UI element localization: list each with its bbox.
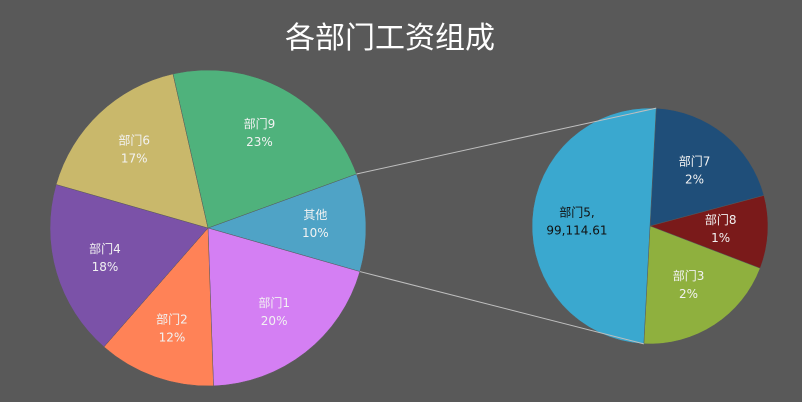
- slice-label: 部门9: [244, 116, 276, 131]
- slice-label: 部门4: [89, 241, 121, 256]
- chart-title: 各部门工资组成: [285, 21, 495, 56]
- slice-value-label: 2%: [679, 287, 698, 301]
- slice-value-label: 17%: [121, 151, 148, 165]
- slice-label: 部门2: [156, 312, 188, 327]
- slice-amount-label: 99,114.61: [546, 224, 607, 238]
- slice-label: 部门8: [705, 212, 737, 227]
- slice-label: 部门6: [118, 132, 150, 147]
- pie-slice: [207, 173, 367, 272]
- sub-pie-slice: [649, 107, 765, 227]
- pie-slice: [172, 69, 357, 229]
- connector-line: [356, 107, 657, 175]
- pie-slice: [49, 184, 209, 348]
- pie-slice: [103, 227, 214, 387]
- slice-value-label: 1%: [711, 231, 730, 245]
- slice-value-label: 2%: [685, 172, 704, 186]
- pie-slice: [207, 227, 361, 387]
- slice-value-label: 18%: [92, 260, 119, 274]
- slice-label: 部门3: [673, 268, 705, 283]
- slice-value-label: 20%: [261, 314, 288, 328]
- slice-value-label: 12%: [159, 331, 186, 345]
- slice-value-label: 23%: [246, 135, 273, 149]
- sub-pie-slice: [643, 225, 761, 345]
- slice-label: 部门7: [679, 153, 711, 168]
- sub-pie-slice: [532, 107, 657, 345]
- slice-value-label: 10%: [302, 226, 329, 240]
- slice-label: 部门1: [258, 295, 290, 310]
- slice-label: 部门5,: [559, 205, 594, 220]
- connector-line: [359, 271, 644, 345]
- slice-label: 其他: [303, 208, 327, 222]
- sub-pie-slice: [649, 195, 769, 269]
- pie-slice: [55, 73, 209, 229]
